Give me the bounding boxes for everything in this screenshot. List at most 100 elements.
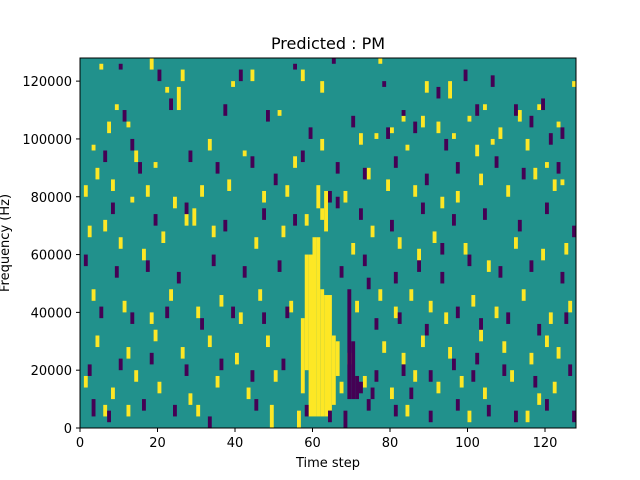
heatmap-cell-low: [362, 167, 367, 180]
x-tick-label: 100: [455, 436, 480, 451]
x-tick-label: 40: [227, 436, 244, 451]
heatmap-cell-high: [417, 248, 421, 261]
heatmap-cell-high: [91, 144, 96, 151]
heatmap-cell-low: [455, 162, 460, 174]
heatmap-cell-high: [215, 375, 220, 388]
heatmap-cell-high: [114, 104, 119, 111]
heatmap-cell-low: [351, 341, 356, 400]
heatmap-cell-high: [502, 341, 507, 353]
heatmap-cell-low: [444, 138, 449, 151]
y-tick-label: 60000: [31, 249, 72, 264]
heatmap-cell-low: [262, 312, 266, 324]
x-tick-label: 120: [533, 436, 558, 451]
heatmap-cell-low: [262, 208, 266, 220]
heatmap-cell-high: [83, 375, 88, 388]
plot-frame: [79, 57, 577, 429]
heatmap-cell-high: [475, 144, 480, 157]
y-tick-label: 120000: [22, 75, 72, 90]
heatmap-cell-high: [238, 312, 243, 324]
heatmap-cell-low: [494, 156, 499, 168]
y-tick-label: 100000: [22, 133, 72, 148]
heatmap-cell-low: [452, 214, 456, 226]
heatmap-cell-high: [521, 289, 526, 301]
heatmap-cell-high: [366, 167, 371, 180]
heatmap-cell-high: [362, 375, 367, 388]
heatmap-cell-high: [269, 404, 274, 428]
heatmap-cell-high: [405, 404, 410, 417]
heatmap-cell-low: [490, 75, 495, 87]
heatmap-cell-high: [111, 387, 115, 400]
heatmap-cell-low: [475, 104, 480, 116]
x-tick-label: 20: [149, 436, 166, 451]
heatmap-cell-low: [545, 399, 549, 411]
heatmap-cell-low: [483, 208, 487, 220]
heatmap-cell-low: [452, 358, 456, 371]
heatmap-cell-low: [390, 219, 394, 232]
heatmap-cell-low: [498, 266, 503, 278]
heatmap-cell-high: [328, 295, 332, 411]
heatmap-cell-high: [405, 144, 410, 151]
heatmap-cell-low: [250, 156, 255, 168]
heatmap-cell-high: [374, 133, 379, 139]
heatmap-cell-low: [304, 404, 309, 417]
heatmap-cell-high: [118, 237, 123, 249]
heatmap-cell-high: [401, 115, 406, 122]
heatmap-cell-low: [428, 370, 433, 382]
y-axis-label: Frequency (Hz): [0, 194, 13, 292]
heatmap-cell-high: [533, 167, 538, 180]
heatmap-cell-low: [138, 162, 142, 174]
heatmap-cell-high: [149, 312, 154, 324]
heatmap-cell-high: [87, 225, 92, 238]
heatmap-cells: [83, 58, 576, 428]
heatmap-cell-high: [316, 237, 321, 417]
y-tick-label: 0: [64, 422, 72, 437]
heatmap-cell-high: [312, 237, 317, 417]
heatmap-cell-high: [207, 138, 212, 151]
heatmap-cell-low: [254, 399, 259, 411]
heatmap-cell-low: [355, 375, 359, 400]
heatmap-cell-high: [235, 352, 239, 365]
heatmap-cell-high: [436, 381, 441, 394]
heatmap-cell-low: [176, 271, 181, 284]
heatmap-cell-high: [153, 329, 158, 342]
heatmap-cell-high: [471, 295, 476, 307]
heatmap-cell-low: [184, 364, 189, 376]
heatmap-cell-high: [153, 162, 158, 168]
heatmap-cell-high: [517, 110, 522, 122]
heatmap-cell-high: [339, 381, 344, 394]
heatmap-cell-low: [114, 266, 119, 278]
heatmap-cell-low: [277, 260, 282, 272]
heatmap-cell-high: [320, 208, 325, 220]
heatmap-cell-high: [91, 289, 96, 301]
heatmap-cell-high: [289, 300, 294, 313]
heatmap-cell-high: [231, 81, 235, 87]
heatmap-cell-low: [215, 162, 220, 174]
heatmap-cell-low: [517, 219, 522, 232]
heatmap-cell-low: [335, 162, 340, 174]
heatmap-cell-low: [130, 138, 135, 151]
y-tick-label: 80000: [31, 191, 72, 206]
heatmap-cell-low: [169, 98, 173, 111]
heatmap-cell-low: [111, 202, 115, 215]
heatmap-cell-low: [417, 260, 421, 272]
heatmap-cell-high: [324, 190, 328, 232]
heatmap-cell-low: [393, 271, 398, 284]
heatmap-cell-low: [335, 196, 340, 209]
heatmap-cell-high: [552, 381, 557, 394]
heatmap-cell-low: [328, 410, 332, 423]
y-axis: 0 20000 40000 60000 80000 100000 120000: [22, 75, 80, 437]
heatmap-cell-low: [273, 173, 278, 186]
heatmap-cell-high: [514, 237, 518, 249]
heatmap-cell-high: [455, 190, 460, 203]
heatmap-cell-high: [440, 196, 445, 209]
heatmap-cell-low: [145, 260, 150, 272]
heatmap-cell-high: [297, 410, 301, 428]
heatmap-cell-low: [409, 387, 414, 400]
heatmap-cell-high: [83, 185, 88, 197]
heatmap-cell-high: [421, 115, 425, 128]
heatmap-cell-high: [157, 381, 162, 394]
heatmap-cell-high: [537, 393, 542, 405]
heatmap-cell-low: [118, 358, 123, 371]
heatmap-cell-high: [545, 162, 549, 168]
heatmap-cell-high: [424, 81, 429, 93]
